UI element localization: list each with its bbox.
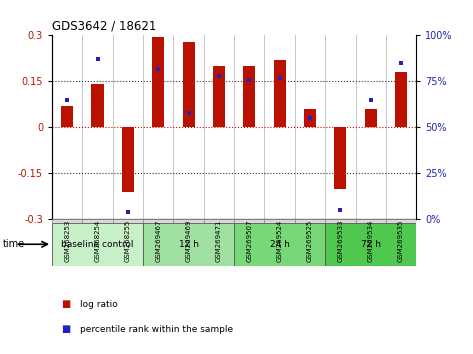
Text: GSM269524: GSM269524 bbox=[277, 220, 283, 262]
Bar bbox=[365, 109, 377, 127]
Point bbox=[276, 75, 283, 81]
Point bbox=[155, 66, 162, 72]
Text: baseline control: baseline control bbox=[61, 240, 134, 249]
Bar bbox=[264, 219, 295, 223]
Point bbox=[337, 207, 344, 213]
Text: ■: ■ bbox=[61, 299, 71, 309]
Bar bbox=[243, 66, 255, 127]
Bar bbox=[234, 223, 325, 266]
Text: GSM269525: GSM269525 bbox=[307, 220, 313, 262]
Text: GSM269534: GSM269534 bbox=[368, 220, 374, 262]
Bar bbox=[386, 219, 416, 223]
Text: GSM269507: GSM269507 bbox=[246, 220, 252, 262]
Bar bbox=[122, 127, 134, 192]
Text: GSM269469: GSM269469 bbox=[185, 220, 192, 262]
Bar bbox=[143, 219, 174, 223]
Point bbox=[63, 97, 71, 103]
Bar bbox=[325, 219, 356, 223]
Bar bbox=[356, 219, 386, 223]
Bar bbox=[204, 219, 234, 223]
Bar bbox=[152, 37, 164, 127]
Text: GSM268253: GSM268253 bbox=[64, 220, 70, 262]
Bar bbox=[82, 219, 113, 223]
Text: GSM269471: GSM269471 bbox=[216, 220, 222, 262]
Text: 72 h: 72 h bbox=[361, 240, 381, 249]
Point bbox=[94, 57, 101, 62]
Bar bbox=[334, 127, 346, 189]
Bar bbox=[395, 72, 407, 127]
Text: GSM269533: GSM269533 bbox=[337, 220, 343, 262]
Bar bbox=[174, 219, 204, 223]
Text: GSM269467: GSM269467 bbox=[155, 220, 161, 262]
Bar bbox=[213, 66, 225, 127]
Point bbox=[367, 97, 375, 103]
Bar bbox=[91, 85, 104, 127]
Bar bbox=[61, 106, 73, 127]
Point bbox=[397, 60, 405, 66]
Text: GSM269535: GSM269535 bbox=[398, 220, 404, 262]
Bar bbox=[273, 60, 286, 127]
Bar bbox=[143, 223, 234, 266]
Bar bbox=[304, 109, 316, 127]
Point bbox=[185, 110, 193, 115]
Text: GSM268255: GSM268255 bbox=[125, 220, 131, 262]
Bar bbox=[52, 219, 82, 223]
Bar bbox=[234, 219, 264, 223]
Text: 12 h: 12 h bbox=[179, 240, 199, 249]
Bar bbox=[325, 223, 416, 266]
Point bbox=[124, 209, 131, 215]
Text: percentile rank within the sample: percentile rank within the sample bbox=[80, 325, 234, 334]
Text: time: time bbox=[2, 239, 25, 249]
Bar bbox=[52, 223, 143, 266]
Text: 24 h: 24 h bbox=[270, 240, 289, 249]
Text: GDS3642 / 18621: GDS3642 / 18621 bbox=[52, 20, 157, 33]
Bar bbox=[295, 219, 325, 223]
Point bbox=[245, 77, 253, 82]
Point bbox=[215, 73, 223, 79]
Bar bbox=[183, 41, 195, 127]
Point bbox=[306, 115, 314, 121]
Text: ■: ■ bbox=[61, 324, 71, 334]
Text: GSM268254: GSM268254 bbox=[95, 220, 101, 262]
Text: log ratio: log ratio bbox=[80, 300, 118, 309]
Bar bbox=[113, 219, 143, 223]
